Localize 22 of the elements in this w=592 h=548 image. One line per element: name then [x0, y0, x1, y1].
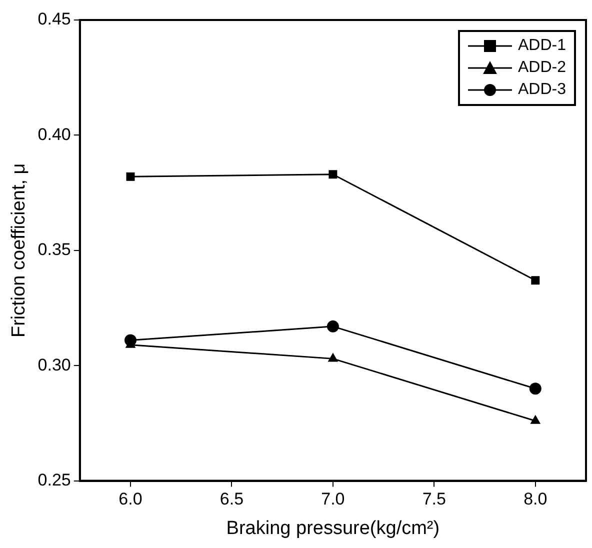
y-tick-label: 0.45	[38, 10, 71, 29]
point	[126, 172, 135, 181]
y-tick-label: 0.35	[38, 240, 71, 260]
point	[531, 276, 540, 285]
point	[326, 320, 339, 332]
point	[328, 352, 338, 362]
x-axis-title: Braking pressure(kg/cm²)	[226, 518, 440, 539]
x-tick-label: 6.5	[220, 490, 244, 509]
x-tick-label: 7.5	[422, 490, 446, 509]
legend-label: ADD-1	[518, 36, 566, 56]
y-tick-label: 0.30	[38, 355, 71, 374]
point	[529, 382, 542, 395]
point	[328, 170, 338, 179]
y-tick-label: 0.25	[38, 470, 71, 490]
legend-label: ADD-2	[518, 58, 566, 78]
legend-label: ADD-3	[518, 80, 566, 100]
x-tick-label: 8.0	[524, 490, 548, 509]
point	[530, 414, 541, 424]
y-axis-title: Friction coefficient, μ	[8, 163, 30, 338]
x-tick-label: 7.0	[321, 490, 345, 509]
y-tick-label: 0.40	[38, 124, 71, 144]
x-tick-label: 6.0	[118, 490, 142, 509]
